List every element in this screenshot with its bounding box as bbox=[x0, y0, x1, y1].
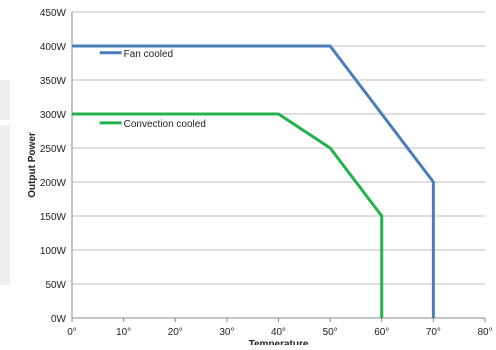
legend-label-0: Fan cooled bbox=[124, 49, 173, 60]
series-0-point-1 bbox=[328, 44, 332, 48]
x-tick-label-1: 10° bbox=[116, 327, 131, 338]
y-axis-title: Output Power bbox=[27, 132, 38, 198]
x-tick-label-0: 0° bbox=[67, 327, 77, 338]
y-tick-label-3: 150W bbox=[40, 212, 67, 223]
x-tick-label-7: 70° bbox=[426, 327, 441, 338]
y-tick-label-5: 250W bbox=[40, 144, 67, 155]
side-panel-band-2 bbox=[0, 125, 10, 285]
series-line-0 bbox=[72, 44, 435, 318]
series-0-point-3 bbox=[431, 316, 435, 320]
x-tick-label-5: 50° bbox=[323, 327, 338, 338]
series-1-point-3 bbox=[380, 214, 384, 218]
y-tick-label-9: 450W bbox=[40, 8, 67, 19]
y-tick-label-7: 350W bbox=[40, 76, 67, 87]
y-tick-label-6: 300W bbox=[40, 110, 67, 121]
y-tick-label-8: 400W bbox=[40, 42, 67, 53]
series-0-point-2 bbox=[431, 180, 435, 184]
y-tick-label-2: 100W bbox=[40, 246, 67, 257]
x-tick-label-6: 60° bbox=[374, 327, 389, 338]
series-1-point-4 bbox=[380, 316, 384, 320]
x-tick-label-8: 80° bbox=[477, 327, 492, 338]
series-0-point-0 bbox=[70, 44, 74, 48]
series-1-point-0 bbox=[70, 112, 74, 116]
y-tick-label-1: 50W bbox=[45, 280, 66, 291]
series-1-point-1 bbox=[277, 112, 281, 116]
series-line-1 bbox=[72, 112, 384, 318]
x-axis-title: Temperature bbox=[249, 339, 309, 345]
x-tick-label-3: 30° bbox=[219, 327, 234, 338]
y-tick-label-4: 200W bbox=[40, 178, 67, 189]
series-1-point-2 bbox=[328, 146, 332, 150]
y-tick-label-0: 0W bbox=[51, 314, 67, 325]
x-tick-label-4: 40° bbox=[271, 327, 286, 338]
x-tick-label-2: 20° bbox=[168, 327, 183, 338]
legend-label-1: Convection cooled bbox=[124, 119, 206, 130]
side-panel-band-1 bbox=[0, 80, 10, 120]
